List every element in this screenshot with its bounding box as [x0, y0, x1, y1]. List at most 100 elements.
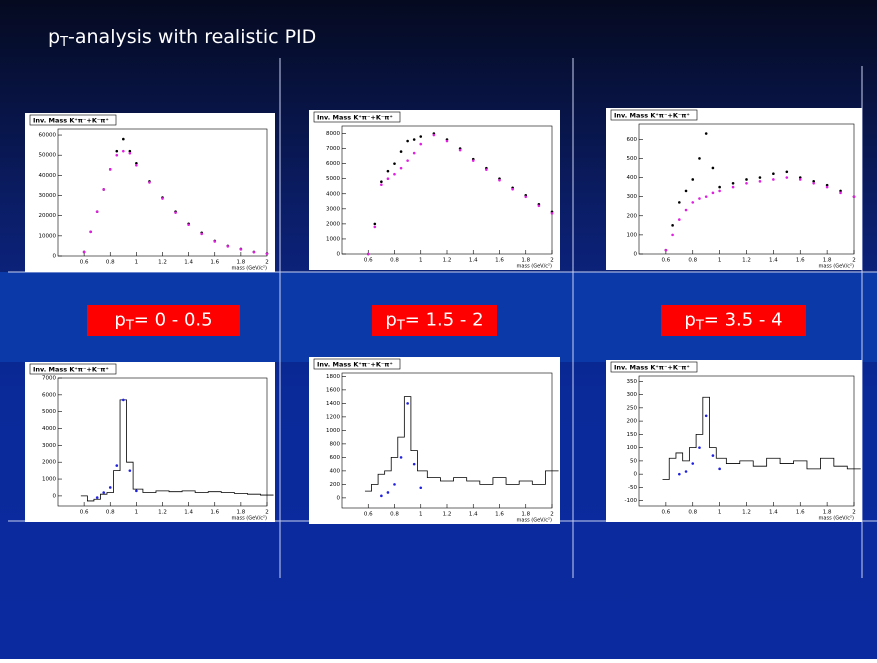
data-point — [698, 197, 701, 200]
x-axis-label: mass (GeV/c²) — [517, 518, 552, 524]
data-point — [373, 222, 377, 226]
data-point — [684, 208, 688, 212]
data-point — [102, 188, 106, 191]
data-point — [122, 149, 125, 153]
data-point — [432, 133, 436, 137]
pt-label-box — [87, 305, 240, 336]
data-point — [664, 248, 668, 252]
data-point — [226, 245, 230, 248]
y-tick-label: 10000 — [39, 233, 57, 239]
data-point — [698, 446, 701, 449]
x-tick-label: 1.6 — [210, 260, 219, 266]
x-tick-label: 1.8 — [521, 512, 530, 518]
x-tick-label: 1 — [419, 258, 423, 264]
data-point — [187, 223, 190, 227]
plot-panel — [606, 360, 862, 522]
plot-title: Inv. Mass K⁺π⁻+K⁻π⁺ — [614, 112, 690, 120]
data-point — [386, 491, 390, 494]
y-tick-label: -50 — [628, 485, 637, 491]
y-tick-label: 100 — [627, 232, 638, 238]
data-point — [671, 233, 674, 237]
data-point — [684, 470, 688, 473]
data-point — [445, 139, 449, 143]
data-point — [718, 185, 721, 189]
pt-label: pT= 3.5 - 4 — [684, 310, 782, 334]
y-tick-label: 50000 — [39, 153, 57, 159]
y-tick-label: 500 — [627, 156, 638, 162]
x-tick-label: 1.2 — [742, 510, 751, 516]
data-point — [122, 398, 125, 402]
plot-title: Inv. Mass K⁺π⁻+K⁻π⁺ — [33, 117, 109, 125]
y-tick-label: 1800 — [326, 374, 340, 380]
data-point — [731, 185, 735, 189]
data-point — [406, 402, 409, 405]
data-point — [419, 135, 423, 138]
data-point — [89, 230, 92, 234]
data-point — [678, 201, 681, 204]
x-tick-label: 0.6 — [364, 258, 373, 264]
plot-title-box — [29, 114, 117, 126]
y-tick-label: 300 — [627, 392, 638, 398]
data-point — [798, 176, 802, 179]
x-tick-label: 1 — [419, 512, 423, 518]
data-point — [95, 210, 99, 213]
data-point — [148, 181, 151, 184]
data-point — [812, 181, 815, 185]
data-point — [758, 180, 762, 183]
data-point — [393, 162, 396, 165]
data-point — [550, 212, 554, 215]
x-tick-label: 1.2 — [443, 512, 452, 518]
x-tick-label: 2 — [550, 512, 554, 518]
y-tick-label: 2000 — [326, 221, 340, 227]
pt-label-box — [372, 305, 497, 336]
data-point — [852, 195, 856, 198]
y-tick-label: 1000 — [326, 236, 340, 242]
y-tick-label: 250 — [627, 405, 638, 411]
data-point — [691, 178, 695, 181]
pt-label: pT= 0 - 0.5 — [114, 310, 212, 334]
x-tick-label: 1.6 — [495, 512, 504, 518]
y-tick-label: 6000 — [326, 161, 340, 167]
pt-label-box — [661, 305, 806, 336]
y-tick-label: 0 — [634, 472, 638, 478]
data-point — [128, 149, 132, 153]
data-point — [419, 142, 423, 146]
data-point — [412, 151, 416, 155]
plot-title-box — [610, 109, 698, 121]
y-tick-label: 40000 — [39, 173, 57, 179]
y-tick-label: 400 — [627, 175, 638, 181]
y-tick-label: 200 — [330, 482, 341, 488]
y-tick-label: 60000 — [39, 133, 57, 139]
x-tick-label: 1.2 — [158, 260, 167, 266]
data-point — [108, 168, 112, 171]
data-point — [252, 250, 256, 254]
y-tick-label: 0 — [337, 495, 341, 501]
x-tick-label: 0.8 — [390, 512, 399, 518]
x-tick-label: 2 — [265, 260, 269, 266]
data-point — [128, 151, 132, 155]
plot-title-box — [29, 363, 117, 375]
data-point — [380, 494, 383, 498]
x-axis-label: mass (GeV/c²) — [819, 516, 854, 522]
plot-title: Inv. Mass K⁺π⁻+K⁻π⁺ — [614, 364, 690, 372]
x-tick-label: 1.6 — [495, 258, 504, 264]
data-point — [399, 166, 403, 170]
x-tick-label: 1.8 — [237, 260, 246, 266]
data-point — [758, 176, 762, 179]
data-point — [785, 176, 789, 179]
x-tick-label: 2 — [852, 510, 856, 516]
x-tick-label: 1.8 — [521, 258, 530, 264]
y-tick-label: 100 — [627, 445, 638, 451]
data-point — [213, 240, 217, 243]
pt-range: = 1.5 - 2 — [405, 310, 484, 331]
y-tick-label: 0 — [53, 254, 57, 260]
y-tick-label: 1000 — [42, 477, 56, 483]
x-tick-label: 1.8 — [237, 510, 246, 516]
data-point — [511, 187, 514, 191]
data-point — [537, 204, 541, 208]
data-point — [135, 163, 138, 167]
x-tick-label: 1.8 — [823, 510, 832, 516]
pt-symbol: p — [385, 310, 396, 331]
data-point — [102, 491, 106, 494]
x-tick-label: 0.8 — [106, 260, 115, 266]
